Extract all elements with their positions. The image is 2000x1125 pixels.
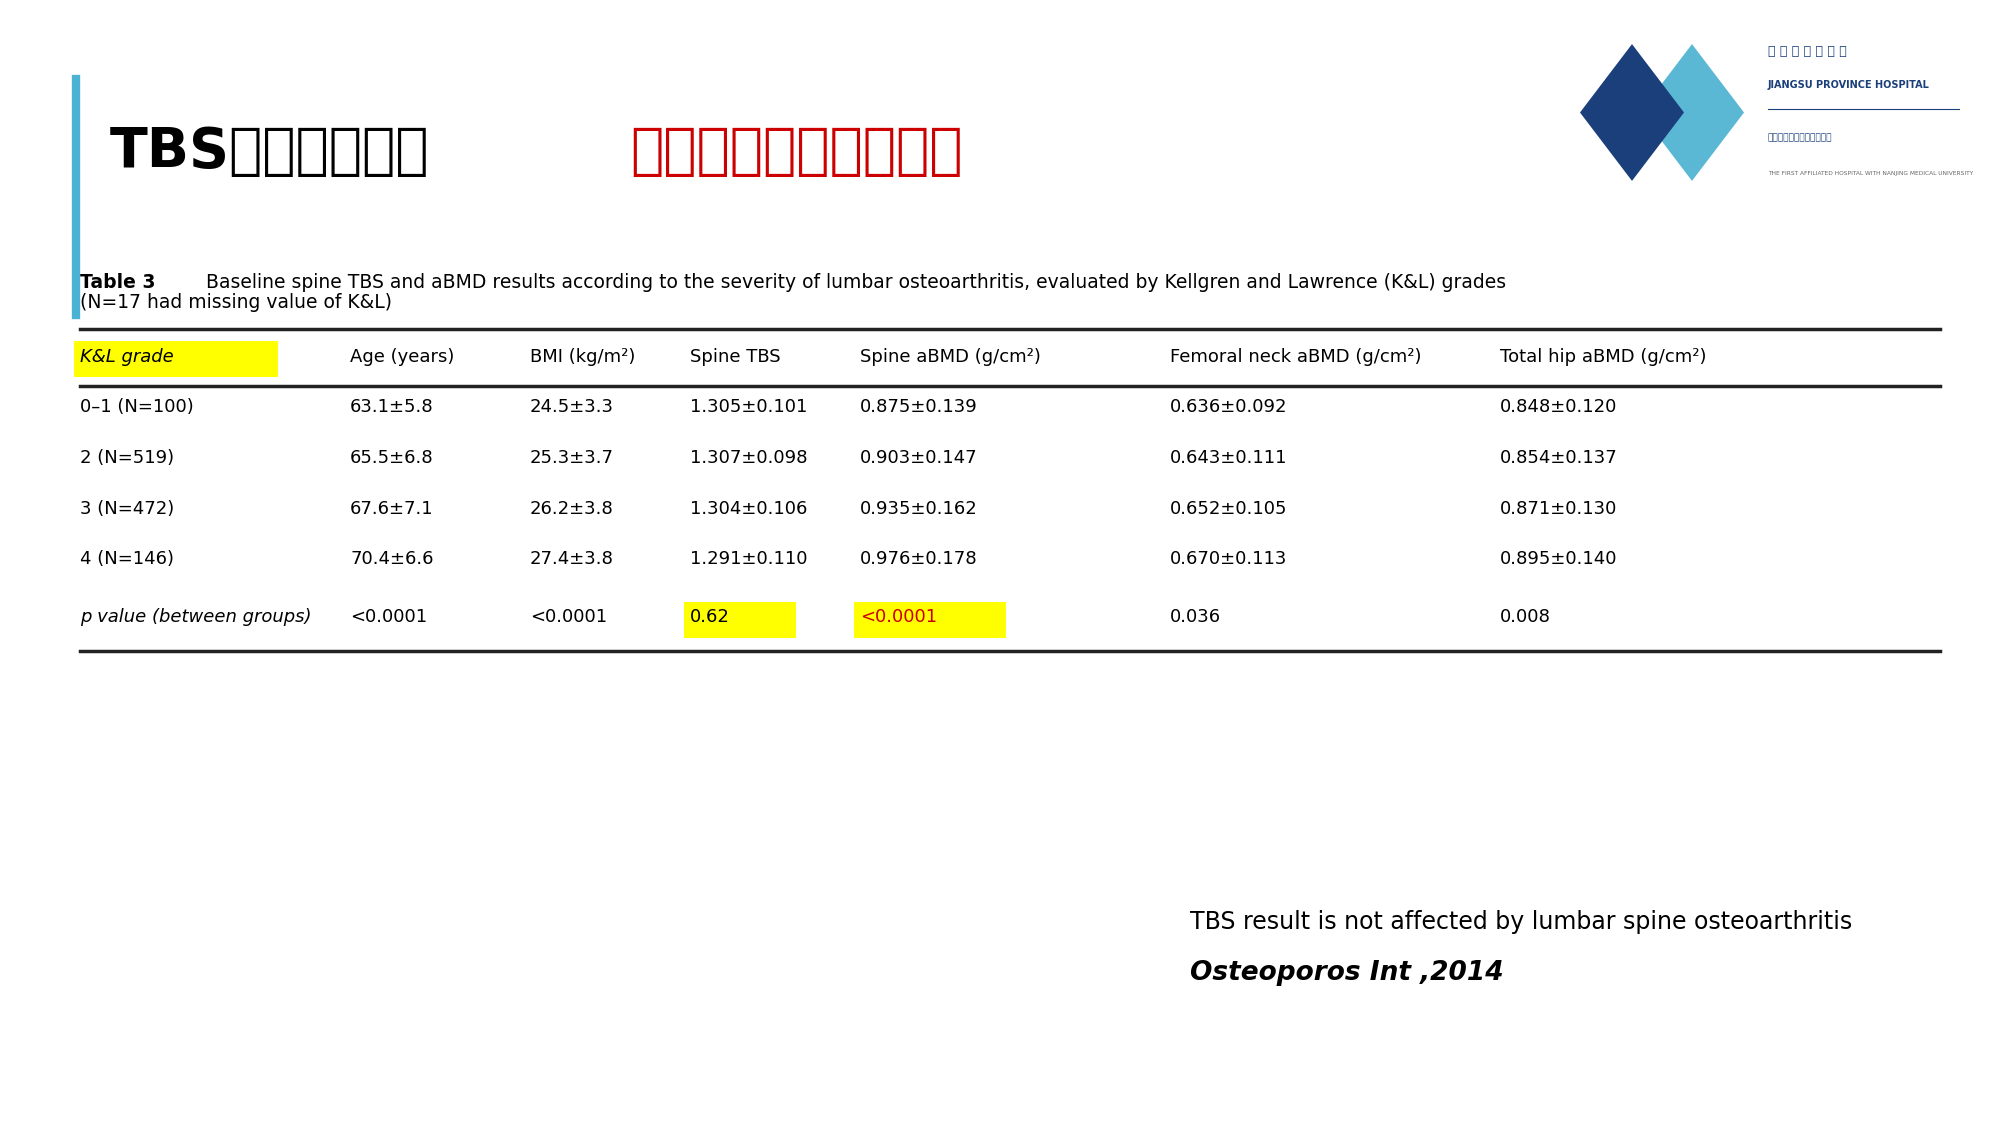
Text: 南京医科大学第一附属医院: 南京医科大学第一附属医院 [1768,133,1832,142]
Text: 27.4±3.8: 27.4±3.8 [530,550,614,568]
Text: 25.3±3.7: 25.3±3.7 [530,449,614,467]
Text: 24.5±3.3: 24.5±3.3 [530,398,614,416]
Text: 0.652±0.105: 0.652±0.105 [1170,500,1288,518]
Text: 3 (N=472): 3 (N=472) [80,500,174,518]
Text: 4 (N=146): 4 (N=146) [80,550,174,568]
Text: Spine aBMD (g/cm²): Spine aBMD (g/cm²) [860,348,1040,366]
Text: <0.0001: <0.0001 [860,608,938,626]
Text: 0.62: 0.62 [690,608,730,626]
Text: 0–1 (N=100): 0–1 (N=100) [80,398,194,416]
Text: 67.6±7.1: 67.6±7.1 [350,500,434,518]
Text: 2 (N=519): 2 (N=519) [80,449,174,467]
Text: 0.854±0.137: 0.854±0.137 [1500,449,1618,467]
Text: THE FIRST AFFILIATED HOSPITAL WITH NANJING MEDICAL UNIVERSITY: THE FIRST AFFILIATED HOSPITAL WITH NANJI… [1768,171,1974,177]
Text: Age (years): Age (years) [350,348,454,366]
Text: 0.848±0.120: 0.848±0.120 [1500,398,1618,416]
Text: (N=17 had missing value of K&L): (N=17 had missing value of K&L) [80,292,392,312]
Text: <0.0001: <0.0001 [530,608,608,626]
Text: 0.871±0.130: 0.871±0.130 [1500,500,1618,518]
Text: 1.307±0.098: 1.307±0.098 [690,449,808,467]
Text: p value (between groups): p value (between groups) [80,608,312,626]
Polygon shape [1580,44,1684,181]
Text: Table 3: Table 3 [80,273,156,292]
Polygon shape [1640,44,1744,181]
Text: Osteoporos Int ,2014: Osteoporos Int ,2014 [1190,960,1504,987]
Text: TBS的独特优势：: TBS的独特优势： [110,125,430,179]
Text: 0.008: 0.008 [1500,608,1550,626]
Text: 65.5±6.8: 65.5±6.8 [350,449,434,467]
Text: 江 苏 省 人 民 医 院: 江 苏 省 人 民 医 院 [1768,45,1846,57]
Text: Femoral neck aBMD (g/cm²): Femoral neck aBMD (g/cm²) [1170,348,1422,366]
Text: JIANGSU PROVINCE HOSPITAL: JIANGSU PROVINCE HOSPITAL [1768,81,1930,90]
Text: BMI (kg/m²): BMI (kg/m²) [530,348,636,366]
Text: 0.636±0.092: 0.636±0.092 [1170,398,1288,416]
Text: 0.875±0.139: 0.875±0.139 [860,398,978,416]
Text: 26.2±3.8: 26.2±3.8 [530,500,614,518]
Text: 0.036: 0.036 [1170,608,1222,626]
Text: <0.0001: <0.0001 [350,608,428,626]
Text: 0.903±0.147: 0.903±0.147 [860,449,978,467]
Text: 0.643±0.111: 0.643±0.111 [1170,449,1288,467]
Text: Baseline spine TBS and aBMD results according to the severity of lumbar osteoart: Baseline spine TBS and aBMD results acco… [194,273,1506,292]
Text: 0.976±0.178: 0.976±0.178 [860,550,978,568]
Text: 70.4±6.6: 70.4±6.6 [350,550,434,568]
Text: 1.291±0.110: 1.291±0.110 [690,550,808,568]
Text: 不受骨性关节炎的影响: 不受骨性关节炎的影响 [630,125,962,179]
Text: K&L grade: K&L grade [80,348,174,366]
Text: Total hip aBMD (g/cm²): Total hip aBMD (g/cm²) [1500,348,1706,366]
Text: TBS result is not affected by lumbar spine osteoarthritis: TBS result is not affected by lumbar spi… [1190,910,1852,935]
Text: 0.935±0.162: 0.935±0.162 [860,500,978,518]
Text: Spine TBS: Spine TBS [690,348,780,366]
Text: 0.670±0.113: 0.670±0.113 [1170,550,1288,568]
Text: 1.305±0.101: 1.305±0.101 [690,398,808,416]
Text: 1.304±0.106: 1.304±0.106 [690,500,808,518]
Text: 0.895±0.140: 0.895±0.140 [1500,550,1618,568]
Text: 63.1±5.8: 63.1±5.8 [350,398,434,416]
